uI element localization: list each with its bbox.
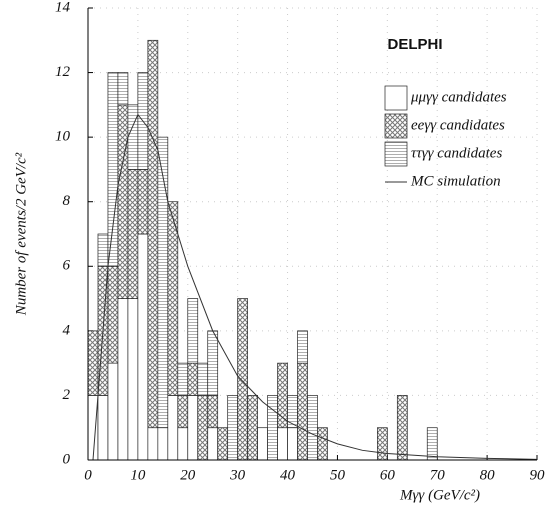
legend-swatch [384, 141, 408, 167]
bar [317, 427, 328, 461]
x-tick-label: 20 [180, 467, 196, 483]
bar [117, 298, 129, 461]
bar [117, 104, 129, 299]
legend-label: eeγγ candidates [411, 117, 505, 133]
y-tick-label: 6 [63, 258, 71, 274]
bar [247, 395, 258, 461]
bar [207, 395, 219, 429]
bar [107, 265, 119, 364]
bar [137, 233, 149, 461]
legend-label: MC simulation [410, 173, 501, 189]
bar [87, 330, 99, 396]
bar [157, 136, 169, 429]
y-tick-label: 12 [55, 64, 71, 80]
bar [187, 362, 199, 396]
x-tick-label: 10 [130, 467, 146, 483]
bar [147, 39, 159, 429]
y-tick-label: 4 [63, 322, 71, 338]
bar [267, 395, 278, 461]
legend-label: ττγγ candidates [411, 145, 502, 161]
y-tick-label: 0 [63, 451, 71, 467]
x-tick-label: 30 [229, 467, 246, 483]
bar [426, 427, 438, 461]
mc-line [92, 113, 538, 461]
bar [197, 362, 209, 396]
y-tick-label: 10 [55, 129, 71, 145]
bar [107, 362, 119, 461]
x-tick-label: 80 [480, 467, 496, 483]
x-tick-label: 0 [84, 467, 92, 483]
legend-label: μμγγ candidates [410, 89, 507, 105]
y-tick-label: 8 [63, 193, 71, 209]
bar [307, 395, 318, 461]
bar [287, 427, 298, 461]
bar [396, 395, 408, 461]
bar [177, 427, 189, 461]
bar [187, 395, 199, 461]
bar [297, 330, 308, 364]
bar [197, 395, 209, 461]
x-tick-label: 40 [280, 467, 296, 483]
y-tick-label: 14 [55, 0, 71, 15]
x-axis-label: Mγγ (GeV/c²) [399, 487, 480, 503]
chart-title: DELPHI [387, 36, 442, 53]
bar [137, 169, 149, 235]
bar [207, 427, 219, 461]
bar [277, 427, 288, 461]
bar [177, 395, 189, 429]
bar [157, 427, 169, 461]
bar [147, 427, 159, 461]
bar [127, 104, 139, 170]
x-tick-label: 50 [330, 467, 346, 483]
bar [297, 362, 308, 461]
bar [177, 362, 189, 396]
bar [167, 201, 179, 396]
bar [227, 395, 239, 461]
bar [207, 330, 219, 396]
bar [87, 395, 99, 461]
bar [97, 395, 109, 461]
y-axis-label: Number of events/2 GeV/c² [13, 152, 29, 316]
bar [287, 395, 298, 429]
bar [167, 395, 179, 461]
bar [127, 298, 139, 461]
bar [237, 298, 248, 461]
y-tick-label: 2 [63, 387, 71, 403]
bar [277, 362, 288, 429]
bar [187, 298, 199, 364]
bar [127, 169, 139, 299]
bar [97, 233, 109, 267]
bar [377, 427, 388, 461]
bar [117, 72, 129, 106]
legend-swatch [384, 113, 408, 139]
legend-swatch [384, 85, 408, 111]
bar [107, 72, 119, 267]
x-tick-label: 70 [430, 467, 446, 483]
x-tick-label: 60 [380, 467, 396, 483]
bar [257, 427, 268, 461]
bar [217, 427, 229, 461]
x-tick-label: 90 [530, 467, 546, 483]
